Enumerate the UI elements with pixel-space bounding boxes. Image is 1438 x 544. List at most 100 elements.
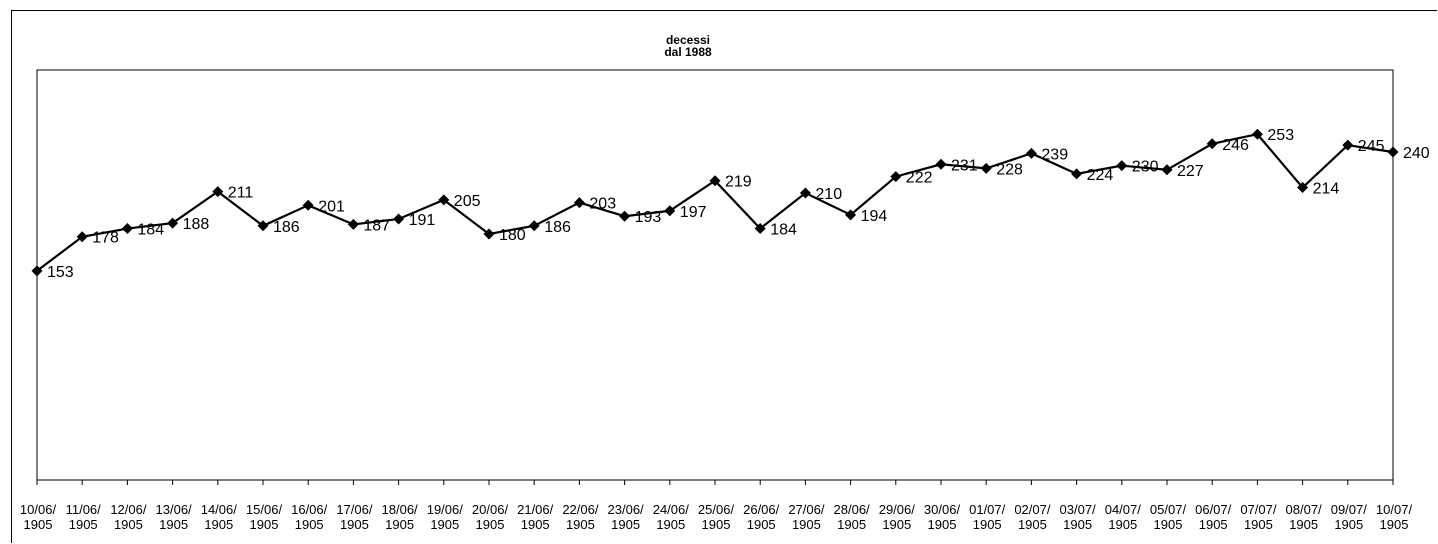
data-label: 186 <box>273 219 300 236</box>
data-label: 228 <box>996 161 1023 178</box>
x-tick-label: 26/06/1905 <box>743 502 780 532</box>
chart-title: decessi dal 1988 <box>664 33 712 59</box>
data-point <box>573 197 585 209</box>
data-label: 210 <box>815 186 842 203</box>
chart-outer-frame <box>11 10 1437 543</box>
data-label: 246 <box>1222 137 1249 154</box>
data-label: 253 <box>1267 127 1294 144</box>
data-label: 219 <box>725 174 752 191</box>
x-tick-label: 03/07/1905 <box>1060 502 1097 532</box>
data-label: 184 <box>770 222 797 239</box>
x-tick-label: 04/07/1905 <box>1105 502 1142 532</box>
data-label: 201 <box>318 198 345 215</box>
x-tick-label: 01/07/1905 <box>969 502 1006 532</box>
data-point <box>754 223 766 235</box>
data-label: 197 <box>680 204 707 221</box>
x-tick-label: 20/06/1905 <box>472 502 509 532</box>
x-tick-label: 12/06/1905 <box>110 502 147 532</box>
data-point <box>257 220 269 232</box>
data-label: 178 <box>92 230 119 247</box>
chart-title-line: dal 1988 <box>664 45 712 59</box>
data-labels: 153 178 184 188 211 186 201 187 191 205 180 186 203 1… <box>47 127 1430 281</box>
data-label: 203 <box>589 196 616 213</box>
x-tick-label: 05/07/1905 <box>1150 502 1187 532</box>
data-label: 180 <box>499 227 526 244</box>
data-point <box>619 210 631 222</box>
data-label: 186 <box>544 219 571 236</box>
data-label: 194 <box>861 208 888 225</box>
data-point <box>935 158 947 170</box>
data-point <box>302 199 314 211</box>
data-point <box>1251 128 1263 140</box>
x-tick-label: 07/07/1905 <box>1240 502 1277 532</box>
data-point <box>121 223 133 235</box>
data-point <box>483 228 495 240</box>
chart-title-line: decessi <box>666 33 710 47</box>
data-label: 231 <box>951 157 978 174</box>
data-point <box>1161 164 1173 176</box>
data-point <box>1342 139 1354 151</box>
x-axis-labels: 10/06/1905 11/06/1905 12/06/1905 13/06/1905… <box>20 502 1413 532</box>
data-point <box>664 205 676 217</box>
x-tick-label: 28/06/1905 <box>834 502 871 532</box>
x-tick-label: 14/06/1905 <box>201 502 238 532</box>
data-point <box>347 218 359 230</box>
x-tick-label: 10/07/1905 <box>1376 502 1413 532</box>
data-point <box>167 217 179 229</box>
data-point <box>393 213 405 225</box>
plot-area <box>36 69 1394 481</box>
data-point <box>980 162 992 174</box>
x-tick-label: 11/06/1905 <box>66 502 102 532</box>
data-point <box>1116 160 1128 172</box>
data-point <box>1071 168 1083 180</box>
x-tick-label: 19/06/1905 <box>427 502 464 532</box>
x-tick-label: 24/06/1905 <box>653 502 690 532</box>
data-point <box>528 220 540 232</box>
data-point <box>31 265 43 277</box>
x-tick-label: 16/06/1905 <box>291 502 328 532</box>
data-label: 193 <box>635 209 662 226</box>
data-label: 191 <box>409 212 436 229</box>
data-point <box>1297 182 1309 194</box>
x-tick-label: 02/07/1905 <box>1014 502 1051 532</box>
data-label: 245 <box>1358 138 1385 155</box>
data-point <box>1206 138 1218 150</box>
data-point <box>709 175 721 187</box>
x-axis-ticks <box>36 480 1394 485</box>
x-tick-label: 06/07/1905 <box>1195 502 1232 532</box>
x-tick-label: 29/06/1905 <box>879 502 916 532</box>
data-label: 224 <box>1087 167 1114 184</box>
x-tick-label: 10/06/1905 <box>20 502 57 532</box>
data-point <box>1025 147 1037 159</box>
data-point <box>1387 146 1399 158</box>
data-label: 214 <box>1313 181 1340 198</box>
series-line <box>36 133 1394 272</box>
data-point <box>212 186 224 198</box>
x-tick-label: 09/07/1905 <box>1331 502 1368 532</box>
x-tick-label: 08/07/1905 <box>1286 502 1323 532</box>
data-point <box>845 209 857 221</box>
data-label: 188 <box>183 216 210 233</box>
x-tick-label: 18/06/1905 <box>382 502 419 532</box>
x-tick-label: 22/06/1905 <box>562 502 599 532</box>
x-tick-label: 23/06/1905 <box>608 502 645 532</box>
data-label: 153 <box>47 264 74 281</box>
data-label: 230 <box>1132 159 1159 176</box>
data-label: 187 <box>363 217 390 234</box>
x-tick-label: 21/06/1905 <box>517 502 554 532</box>
data-point <box>799 187 811 199</box>
data-label: 240 <box>1403 145 1430 162</box>
series-polyline <box>36 133 1394 272</box>
x-tick-label: 30/06/1905 <box>924 502 961 532</box>
x-tick-label: 27/06/1905 <box>788 502 825 532</box>
data-point <box>76 231 88 243</box>
data-point <box>890 171 902 183</box>
x-tick-label: 17/06/1905 <box>336 502 373 532</box>
data-label: 222 <box>906 170 933 187</box>
data-label: 205 <box>454 193 481 210</box>
x-tick-label: 25/06/1905 <box>698 502 735 532</box>
data-label: 227 <box>1177 163 1204 180</box>
data-point <box>438 194 450 206</box>
x-tick-label: 15/06/1905 <box>246 502 283 532</box>
